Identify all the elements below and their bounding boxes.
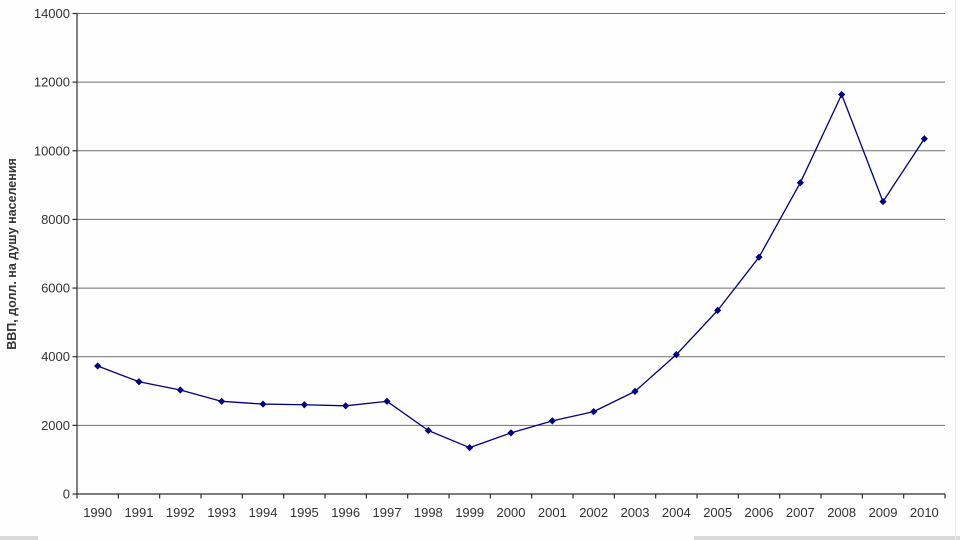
x-tick-label: 1996 [331, 505, 360, 520]
x-tick-label: 1994 [249, 505, 278, 520]
series-layer [94, 90, 928, 452]
x-tick-label: 1993 [207, 505, 236, 520]
data-point-marker [796, 179, 804, 187]
x-tick-label: 2002 [579, 505, 608, 520]
x-tick-label: 2005 [703, 505, 732, 520]
y-tick-label: 6000 [41, 281, 70, 296]
y-axis-title: ВВП, долл. на душу населения [5, 158, 19, 350]
x-tick-label: 2003 [621, 505, 650, 520]
data-point-marker [466, 444, 474, 452]
x-tick-label: 1995 [290, 505, 319, 520]
data-point-marker [94, 362, 102, 370]
y-tick-label: 8000 [41, 212, 70, 227]
data-point-marker [631, 387, 639, 395]
x-tick-label: 2008 [827, 505, 856, 520]
y-tick-label: 2000 [41, 418, 70, 433]
y-tick-label: 10000 [34, 143, 70, 158]
axes-layer [72, 12, 946, 499]
data-point-marker [259, 400, 267, 408]
data-point-marker [176, 386, 184, 394]
screen-edge-artifact-bottom-right [694, 536, 960, 540]
data-point-marker [920, 135, 928, 143]
screen-edge-artifact-bottom-left [0, 536, 38, 540]
x-tick-label: 2006 [745, 505, 774, 520]
gdp-series-line [97, 93, 925, 449]
x-tick-label: 2007 [786, 505, 815, 520]
x-tick-label: 2001 [538, 505, 567, 520]
data-point-marker [383, 397, 391, 405]
screen-edge-artifact-right [955, 0, 956, 540]
x-tick-label: 1990 [83, 505, 112, 520]
tick-labels-layer: 0 2000 4000 6000 8000 10000 12000 14000 1990 1991… [34, 6, 939, 520]
data-point-marker [755, 253, 763, 261]
y-tick-label: 14000 [34, 6, 70, 21]
data-point-marker [135, 378, 143, 386]
y-tick-label: 12000 [34, 75, 70, 90]
data-point-marker [838, 90, 846, 99]
x-tick-label: 2010 [910, 505, 939, 520]
gridlines-layer [77, 13, 945, 426]
x-tick-label: 1998 [414, 505, 443, 520]
data-point-marker [300, 401, 308, 409]
x-tick-label: 1997 [373, 505, 402, 520]
data-point-marker [424, 426, 432, 435]
x-tick-label: 2009 [869, 505, 898, 520]
data-point-marker [218, 397, 226, 405]
x-tick-label: 1992 [166, 505, 195, 520]
x-tick-label: 1999 [455, 505, 484, 520]
data-point-marker [714, 306, 722, 314]
data-point-marker [548, 417, 556, 425]
data-point-marker [590, 408, 598, 416]
data-point-marker [507, 429, 515, 437]
data-point-marker [672, 351, 680, 359]
data-point-marker [879, 197, 887, 206]
data-point-marker [342, 402, 350, 410]
x-tick-label: 2000 [497, 505, 526, 520]
y-tick-label: 0 [63, 487, 70, 502]
y-tick-label: 4000 [41, 349, 70, 364]
x-tick-label: 1991 [125, 505, 154, 520]
x-tick-label: 2004 [662, 505, 691, 520]
